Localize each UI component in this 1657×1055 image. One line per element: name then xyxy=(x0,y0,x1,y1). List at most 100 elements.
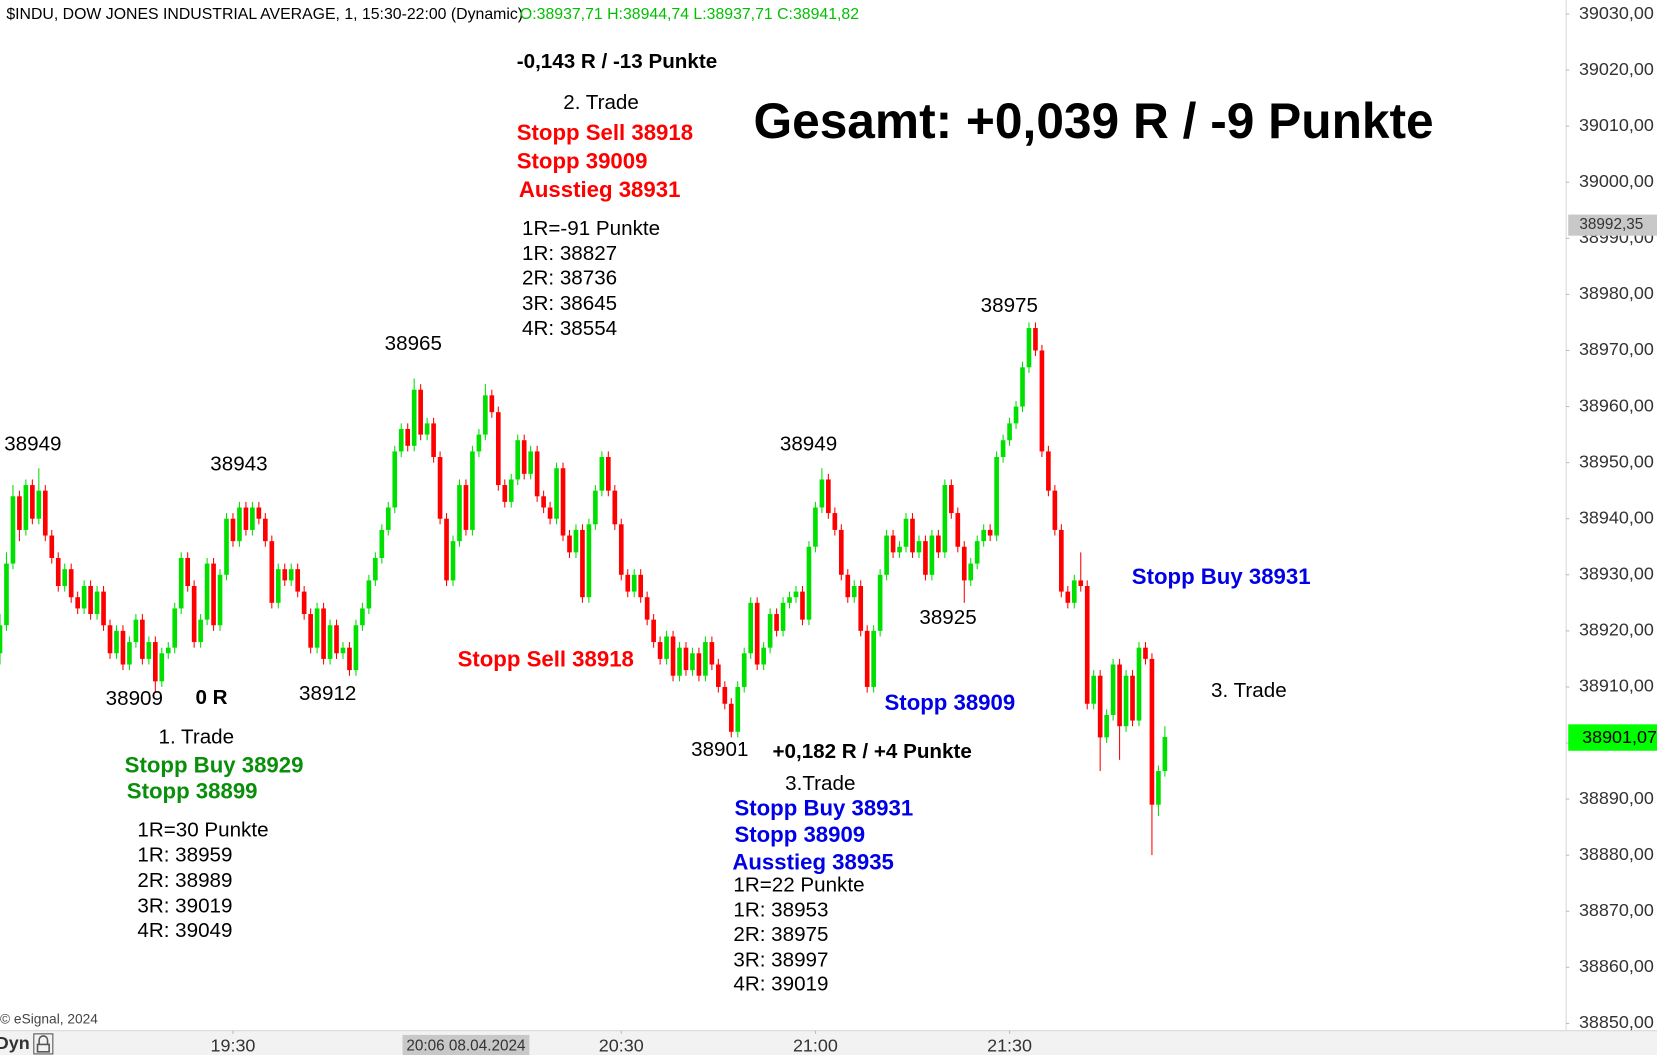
candle-body xyxy=(120,630,126,665)
candle-body xyxy=(1052,490,1058,530)
candle-body xyxy=(237,507,242,542)
candle-body xyxy=(696,653,702,676)
candle-body xyxy=(88,585,93,615)
candle-body xyxy=(1162,737,1168,772)
candle-body xyxy=(703,642,708,676)
candle-body xyxy=(450,541,456,581)
candle-body xyxy=(968,563,974,581)
candle-body xyxy=(457,485,462,542)
candle-body xyxy=(1123,675,1129,727)
candle-body xyxy=(1039,350,1045,452)
candle-body xyxy=(813,507,818,547)
candle-body xyxy=(81,585,87,609)
candle-body xyxy=(845,574,851,598)
candle-body xyxy=(159,653,165,682)
candle-body xyxy=(690,653,695,671)
candle-body xyxy=(683,647,689,671)
annotation: Stopp Buy 38931 xyxy=(734,796,913,821)
candle-body xyxy=(1091,675,1097,704)
candle-body xyxy=(36,490,42,519)
candle-body xyxy=(774,614,779,631)
candle-body xyxy=(437,457,443,519)
candle-body xyxy=(321,608,326,659)
candle-body xyxy=(269,541,275,603)
annotation: 38925 xyxy=(919,606,976,629)
candle-body xyxy=(793,591,799,598)
candle-body xyxy=(819,479,825,508)
price-axis-panel xyxy=(1566,0,1657,1031)
candle-body xyxy=(942,485,948,553)
candle-body xyxy=(127,642,132,665)
candle-body xyxy=(871,630,876,687)
candle-body xyxy=(1110,664,1116,715)
candle-body xyxy=(172,608,178,648)
candle-body xyxy=(657,642,663,659)
y-tick-label: 38940,00 xyxy=(1579,507,1654,527)
candle-body xyxy=(10,496,16,564)
candle-body xyxy=(936,535,941,553)
candle-body xyxy=(1046,451,1051,491)
candle-body xyxy=(444,518,449,581)
candle-body xyxy=(68,569,74,598)
candle-body xyxy=(728,703,734,732)
candle-body xyxy=(573,529,579,553)
candle-body xyxy=(618,524,624,575)
candle-body xyxy=(1007,423,1012,441)
candle-body xyxy=(140,619,145,659)
candle-body xyxy=(17,496,22,530)
candle-body xyxy=(651,619,656,643)
copyright: © eSignal, 2024 xyxy=(0,1012,98,1027)
candle-body xyxy=(593,490,598,525)
annotation: 4R: 39019 xyxy=(733,973,828,996)
candle-body xyxy=(204,563,210,620)
annotation: 1R: 38959 xyxy=(137,844,232,867)
candle-body xyxy=(502,485,508,502)
candle-body xyxy=(489,395,495,413)
annotation: 2. Trade xyxy=(563,91,639,114)
y-tick-label: 38850,00 xyxy=(1579,1012,1654,1032)
candle-body xyxy=(1097,675,1103,738)
candle-body xyxy=(599,457,605,491)
candle-body xyxy=(1071,580,1077,603)
candle-body xyxy=(806,546,812,620)
y-tick-label: 38920,00 xyxy=(1579,620,1654,640)
candle-body xyxy=(903,518,909,547)
y-tick-label: 38950,00 xyxy=(1579,451,1654,471)
candle-body xyxy=(405,428,411,446)
candle-body xyxy=(392,451,398,508)
candle-body xyxy=(398,428,404,452)
annotation: 2R: 38736 xyxy=(522,267,617,290)
annotation: 38965 xyxy=(385,332,442,355)
candle-body xyxy=(23,485,29,530)
annotation: 1R: 38953 xyxy=(733,899,828,922)
candle-body xyxy=(1117,664,1122,727)
candle-body xyxy=(470,451,475,530)
annotation: 38943 xyxy=(210,453,267,476)
candle-body xyxy=(483,395,488,435)
candle-body xyxy=(1143,647,1148,659)
candle-body xyxy=(864,630,870,687)
annotation: 1R: 38827 xyxy=(522,242,617,265)
candle-body xyxy=(580,529,585,598)
annotation: 3.Trade xyxy=(785,772,855,795)
x-tick-label: 19:30 xyxy=(211,1035,256,1055)
candle-body xyxy=(263,518,268,542)
candle-body xyxy=(961,546,967,581)
candle-body xyxy=(373,557,378,581)
candle-body xyxy=(30,485,35,519)
candle-body xyxy=(910,518,915,553)
candle-body xyxy=(360,608,365,626)
annotation: -0,143 R / -13 Punkte xyxy=(517,50,717,73)
candle-body xyxy=(767,614,773,648)
candle-body xyxy=(709,642,715,665)
annotation: 0 R xyxy=(196,686,228,709)
annotation: 38949 xyxy=(780,432,837,455)
y-tick-label: 38870,00 xyxy=(1579,900,1654,920)
candle-body xyxy=(832,513,838,530)
y-tick-label: 38980,00 xyxy=(1579,283,1654,303)
candle-body xyxy=(923,541,928,575)
time-axis-panel xyxy=(0,1030,1657,1055)
annotation: Stopp Buy 38929 xyxy=(125,752,304,777)
candle-body xyxy=(586,524,592,598)
y-tick-label: 38880,00 xyxy=(1579,844,1654,864)
